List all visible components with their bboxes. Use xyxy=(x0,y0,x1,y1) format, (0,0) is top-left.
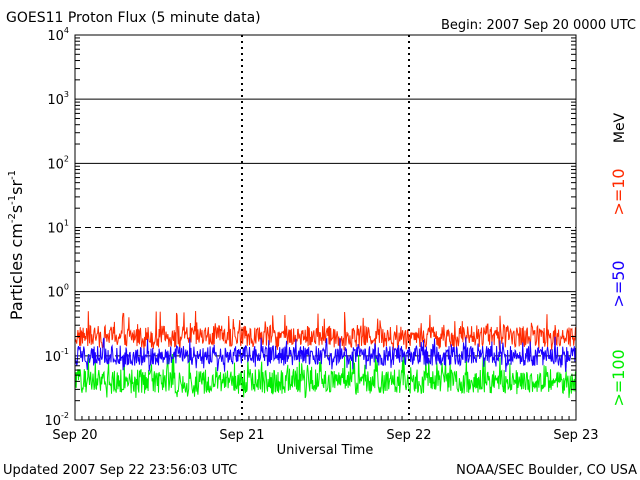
y-axis-label-sr: sr xyxy=(7,180,26,195)
y-tick-label: 101 xyxy=(47,219,69,237)
legend-entry-ge100: >=100 xyxy=(609,349,628,406)
units-label: MeV xyxy=(612,112,628,143)
legend-entry-ge50: >=50 xyxy=(609,260,628,307)
series-line-ge10 xyxy=(74,310,576,351)
y-tick-label: 10-2 xyxy=(44,411,69,429)
y-axis-label-exp2: -1 xyxy=(7,195,18,205)
y-tick-label: 103 xyxy=(47,90,69,108)
series-layer xyxy=(74,310,577,399)
x-axis-label: Universal Time xyxy=(277,443,374,458)
x-tick-label: Sep 21 xyxy=(219,428,264,443)
y-tick-label: 104 xyxy=(47,26,69,44)
x-tick-label: Sep 23 xyxy=(553,428,598,443)
x-tick-label: Sep 20 xyxy=(52,428,97,443)
y-axis-label-base: Particles cm xyxy=(7,223,26,320)
x-tick-label: Sep 22 xyxy=(386,428,431,443)
y-tick-label: 102 xyxy=(47,154,69,172)
series-line-ge100 xyxy=(74,353,577,399)
x-axis-ticks: Sep 20 Sep 21 Sep 22 Sep 23 xyxy=(52,416,599,443)
legend-entry-ge10: >=10 xyxy=(609,168,628,215)
y-axis-label-exp3: -1 xyxy=(7,170,18,180)
chart-title: GOES11 Proton Flux (5 minute data) xyxy=(6,10,261,26)
y-tick-label: 100 xyxy=(47,283,69,301)
begin-time: Begin: 2007 Sep 20 0000 UTC xyxy=(441,18,636,33)
y-axis-label-exp1: -2 xyxy=(7,213,18,223)
y-axis-label-s: s xyxy=(7,205,26,213)
y-axis-label: Particles cm-2s-1sr-1 xyxy=(7,170,26,320)
plot-area xyxy=(74,34,577,421)
y-tick-label: 10-1 xyxy=(44,347,69,365)
credit-line: NOAA/SEC Boulder, CO USA xyxy=(456,463,637,478)
updated-timestamp: Updated 2007 Sep 22 23:56:03 UTC xyxy=(3,463,237,478)
y-axis-ticks: 104 103 102 101 100 10-1 10-2 xyxy=(44,26,576,429)
series-line-ge50 xyxy=(74,336,577,373)
